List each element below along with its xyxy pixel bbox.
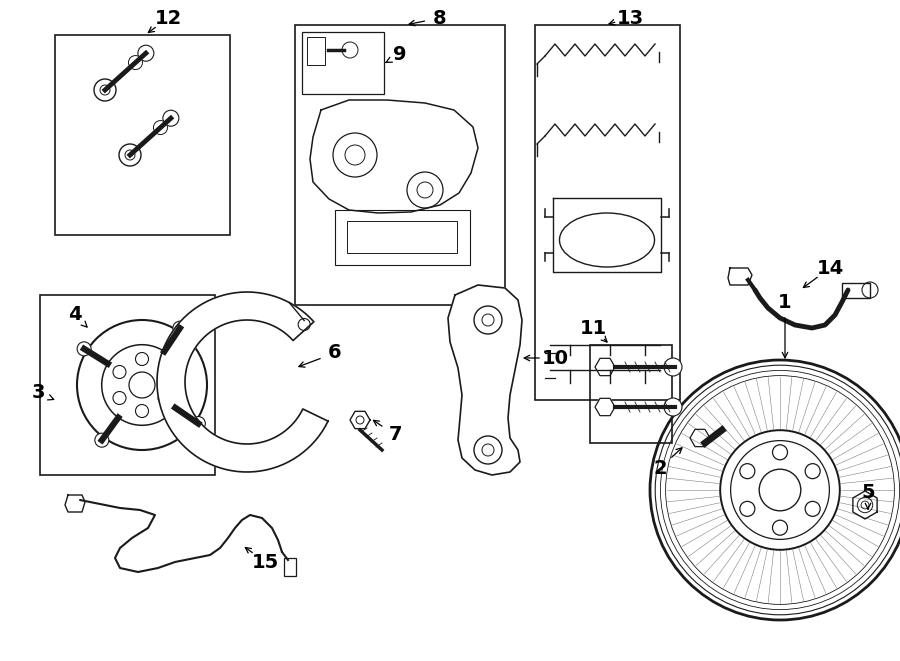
Circle shape	[861, 501, 868, 509]
Circle shape	[482, 314, 494, 326]
Circle shape	[345, 145, 365, 165]
Circle shape	[474, 436, 502, 464]
Bar	[55, 35, 230, 235]
Text: 7: 7	[388, 426, 401, 444]
Bar	[284, 558, 296, 576]
Text: 3: 3	[32, 383, 45, 403]
Polygon shape	[595, 399, 615, 416]
Circle shape	[158, 391, 171, 405]
Circle shape	[163, 110, 179, 126]
Polygon shape	[728, 268, 752, 285]
Circle shape	[192, 416, 205, 430]
Circle shape	[333, 133, 377, 177]
Text: 9: 9	[393, 46, 407, 65]
Circle shape	[474, 306, 502, 334]
Circle shape	[113, 391, 126, 405]
Text: 4: 4	[68, 305, 82, 325]
Text: 12: 12	[155, 9, 182, 28]
Circle shape	[136, 405, 149, 418]
Circle shape	[772, 445, 788, 460]
Circle shape	[138, 45, 154, 61]
Circle shape	[158, 366, 171, 379]
Text: 1: 1	[778, 293, 792, 311]
Polygon shape	[853, 491, 878, 519]
Text: 11: 11	[580, 319, 607, 338]
Circle shape	[342, 42, 358, 58]
Circle shape	[119, 144, 141, 166]
Bar	[40, 295, 215, 475]
Text: 10: 10	[542, 348, 569, 368]
Circle shape	[407, 172, 443, 208]
Bar	[335, 210, 470, 265]
Circle shape	[858, 497, 873, 513]
Polygon shape	[65, 495, 85, 512]
Circle shape	[806, 501, 820, 516]
Circle shape	[806, 463, 820, 479]
Text: 2: 2	[653, 459, 667, 477]
Circle shape	[772, 520, 788, 535]
Text: 6: 6	[328, 344, 342, 362]
Circle shape	[100, 85, 110, 95]
Text: 14: 14	[816, 258, 843, 278]
Bar	[590, 345, 672, 443]
Circle shape	[129, 372, 155, 398]
Bar	[842, 283, 870, 298]
Circle shape	[173, 321, 187, 335]
Circle shape	[77, 342, 91, 356]
Polygon shape	[448, 285, 522, 475]
Bar	[307, 37, 325, 65]
Circle shape	[129, 56, 142, 69]
Text: 15: 15	[251, 553, 279, 572]
Circle shape	[740, 501, 755, 516]
Circle shape	[136, 352, 149, 366]
Text: 13: 13	[616, 9, 643, 28]
Polygon shape	[157, 292, 328, 472]
Circle shape	[113, 366, 126, 379]
Circle shape	[740, 463, 755, 479]
Text: 5: 5	[861, 483, 875, 502]
Text: 8: 8	[433, 9, 446, 28]
Bar	[295, 25, 505, 305]
Circle shape	[154, 120, 167, 135]
Bar	[302, 32, 384, 94]
Polygon shape	[595, 358, 615, 375]
Circle shape	[94, 433, 109, 447]
Circle shape	[94, 79, 116, 101]
Polygon shape	[690, 430, 710, 447]
Circle shape	[482, 444, 494, 456]
Bar	[535, 25, 680, 400]
Polygon shape	[553, 198, 661, 272]
Circle shape	[760, 469, 801, 511]
Bar	[347, 221, 457, 253]
Circle shape	[664, 358, 682, 376]
Circle shape	[417, 182, 433, 198]
Circle shape	[664, 398, 682, 416]
Circle shape	[125, 150, 135, 160]
Polygon shape	[310, 100, 478, 213]
Polygon shape	[350, 411, 370, 429]
